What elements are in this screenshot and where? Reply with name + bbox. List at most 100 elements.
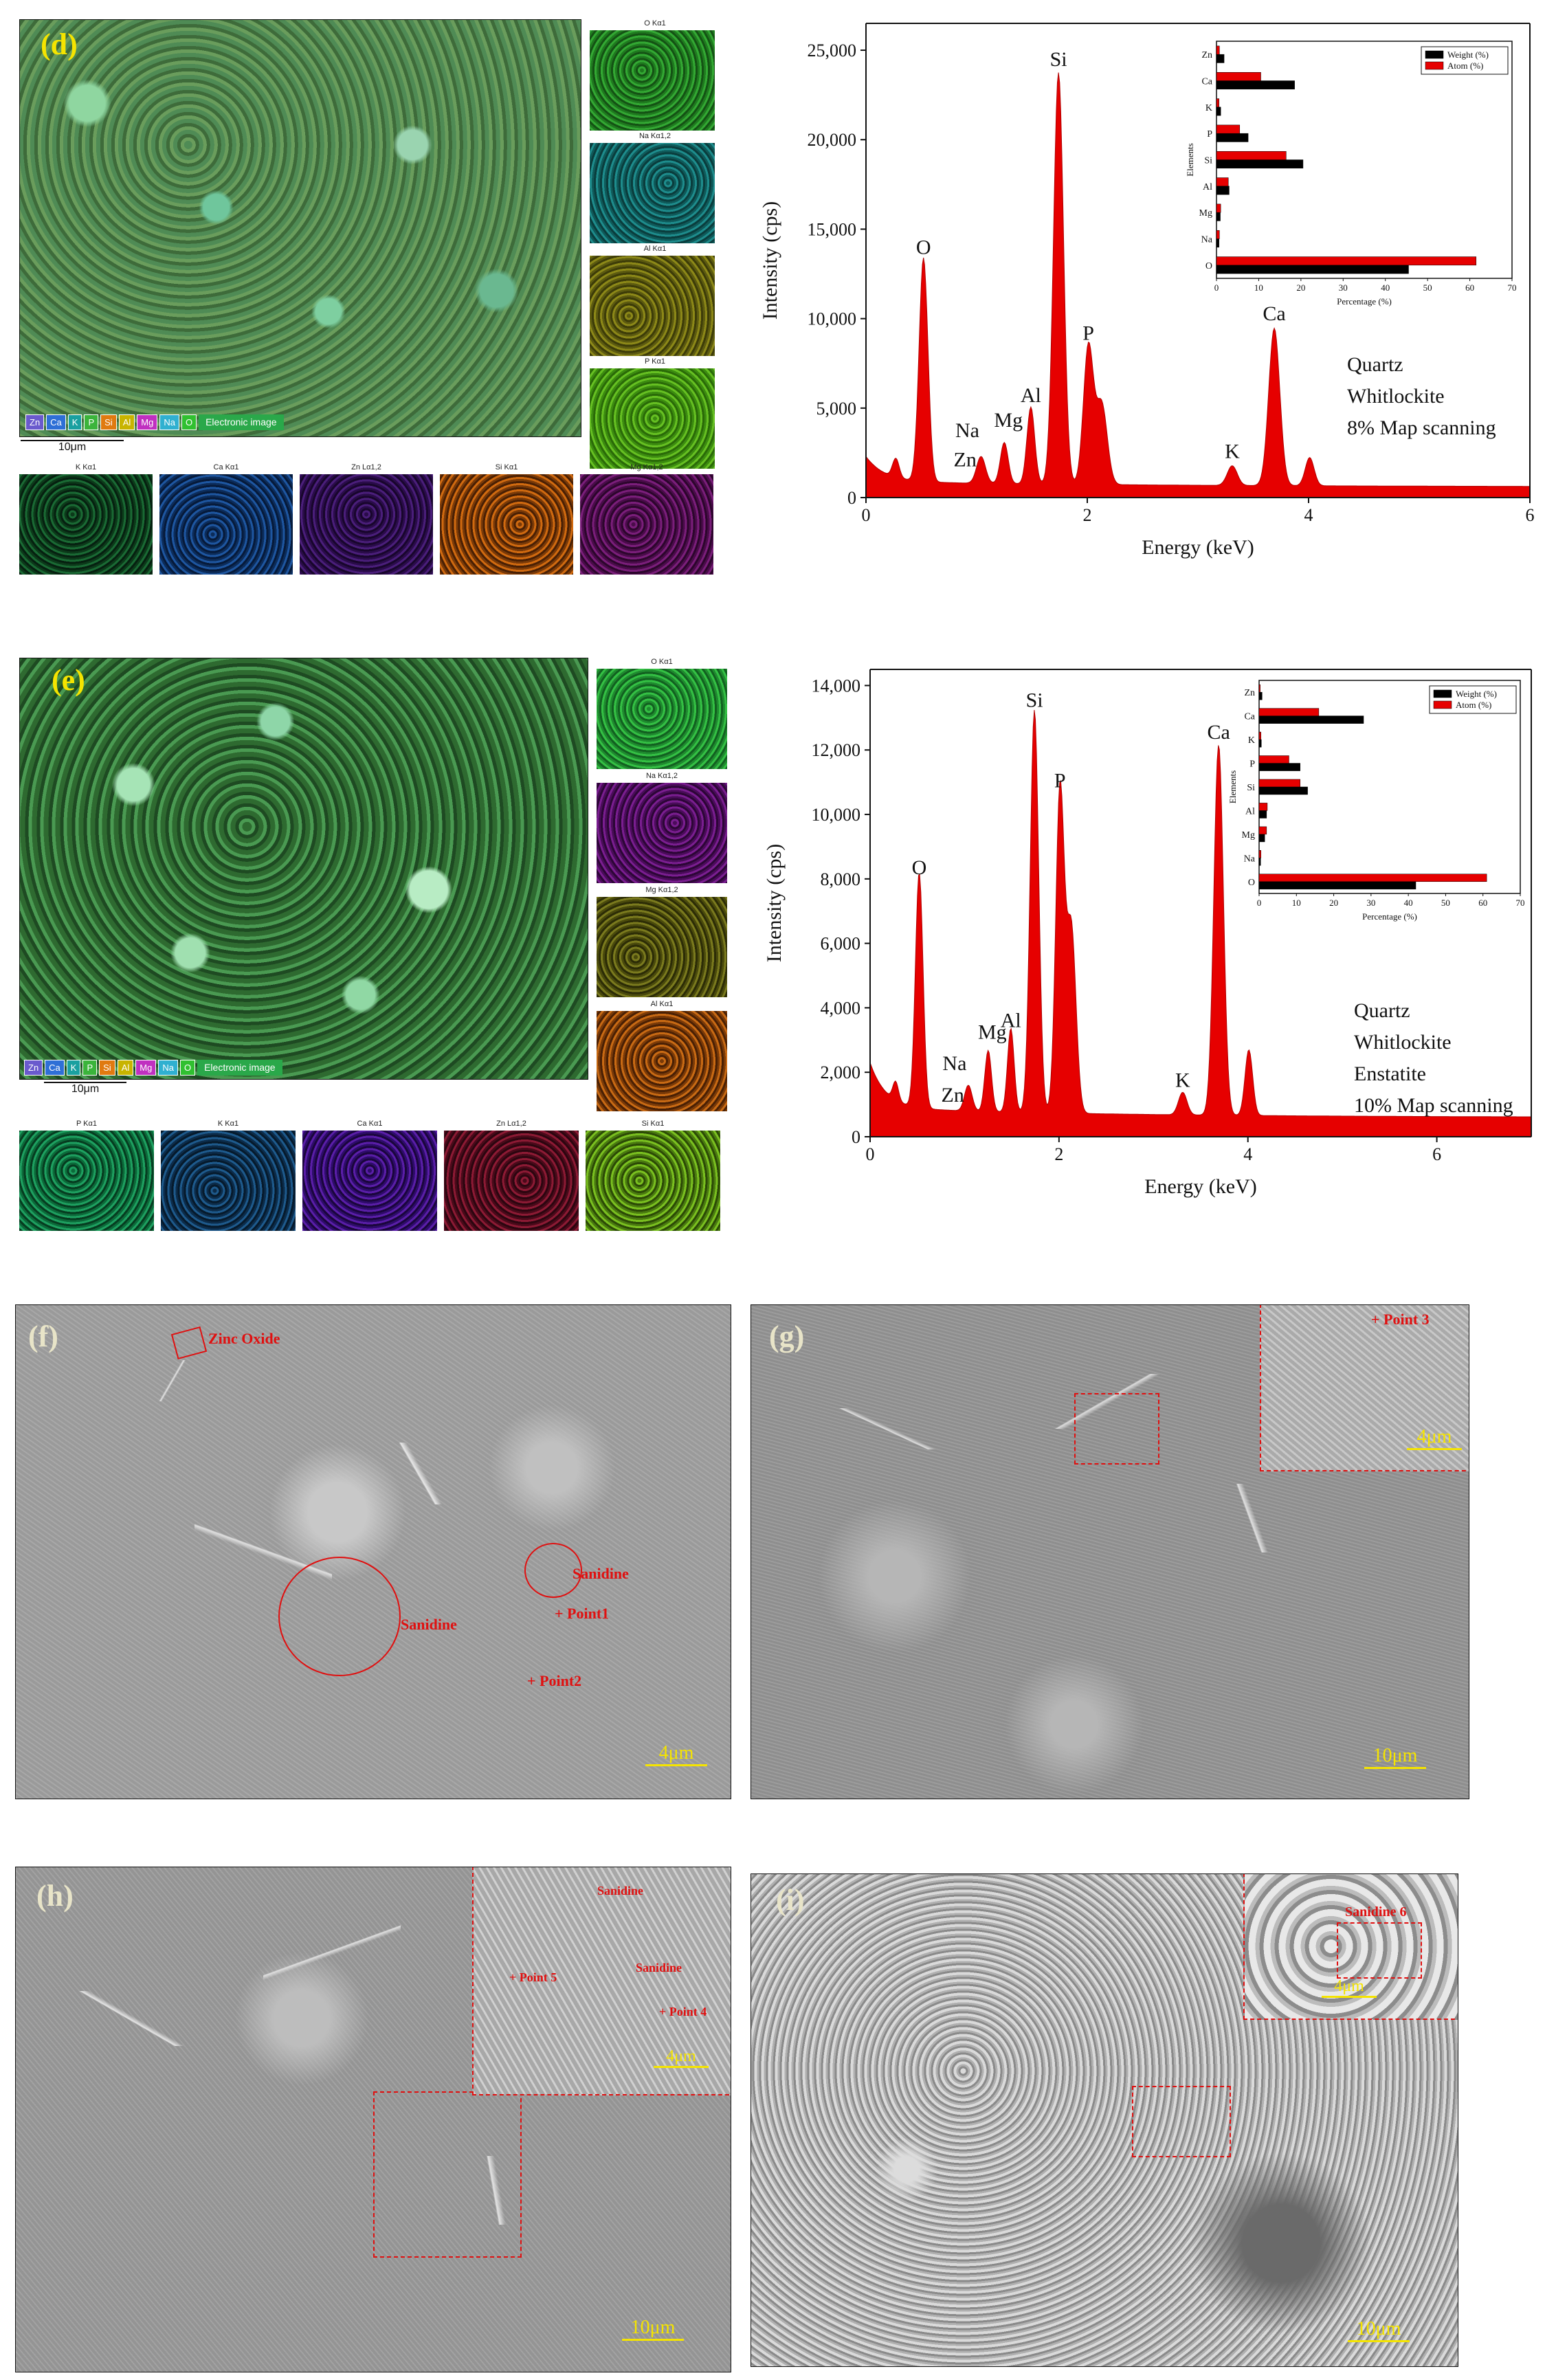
- peak-label-mg: Mg: [978, 1021, 1007, 1043]
- panel-letter-d: (d): [41, 27, 78, 61]
- zinc-oxide-label: Zinc Oxide: [208, 1330, 280, 1347]
- map-title: Mg Kα1,2: [630, 463, 663, 471]
- inset-x-tick-label: 50: [1423, 282, 1432, 293]
- y-tick-label: 4,000: [821, 998, 861, 1018]
- panel-letter-h: (h): [36, 1879, 74, 1913]
- inset-legend-swatch: [1433, 689, 1452, 698]
- scale-bar-label: 10μm: [1356, 2318, 1401, 2339]
- peak-label-k: K: [1225, 440, 1240, 463]
- scale-bar-label: 10μm: [630, 2317, 676, 2338]
- map-title: Si Kα1: [495, 463, 518, 471]
- peak-label-si: Si: [1026, 689, 1043, 711]
- zinc-oxide-marker: [170, 1326, 208, 1360]
- map-title: Si Kα1: [641, 1120, 665, 1128]
- inset-bar: [1216, 186, 1230, 195]
- inset-bar: [1258, 708, 1320, 716]
- point2-label: + Point2: [527, 1672, 582, 1689]
- legend-chip: Si: [99, 1060, 115, 1076]
- inset-bar: [1258, 691, 1263, 700]
- legend-chip: Zn: [25, 414, 45, 430]
- y-tick-label: 20,000: [808, 130, 857, 150]
- y-tick-label: 25,000: [808, 41, 857, 60]
- map-title: Al Kα1: [643, 245, 667, 253]
- sem-image-h: (h) Sanidine Sanidine + Point 5 + Point …: [15, 1867, 731, 2372]
- legend-chip: Na: [158, 1060, 178, 1076]
- scale-bar-e: 10μm: [44, 1082, 126, 1096]
- panel-e: (e) Zn Ca K P Si Al Mg Na O Electronic i…: [14, 656, 729, 1234]
- inset-x-label: Percentage (%): [1362, 911, 1417, 922]
- inset-x-tick-label: 60: [1478, 898, 1487, 908]
- inset-category-label: Zn: [1201, 50, 1212, 60]
- elemental-map-p-d: P Kα1: [590, 357, 715, 469]
- scale-bar-d: 10μm: [21, 440, 124, 454]
- sanidine6-label: Sanidine 6: [1345, 1904, 1407, 1920]
- map-title: Ca Kα1: [357, 1120, 383, 1128]
- sanidine-circle-1: [278, 1557, 401, 1676]
- panel-letter-e: (e): [52, 663, 85, 697]
- inset-x-tick-label: 10: [1292, 898, 1301, 908]
- map-title: O Kα1: [651, 658, 673, 666]
- spectrum-annotation: 10% Map scanning: [1354, 1094, 1513, 1117]
- inset-bar: [1258, 874, 1487, 882]
- inset-bar: [1258, 786, 1308, 795]
- scale-bar-h: 10μm: [622, 2317, 684, 2341]
- inset-bar: [1216, 159, 1304, 169]
- inset-bar: [1258, 850, 1261, 858]
- scale-bar-g: 10μm: [1364, 1745, 1426, 1769]
- peak-label-zn: Zn: [942, 1084, 964, 1106]
- element-legend-d: Zn Ca K P Si Al Mg Na O Electronic image: [25, 414, 284, 430]
- inset-x-label: Percentage (%): [1337, 296, 1392, 307]
- sem-image-i: (i) Sanidine 6 4μm 10μm: [751, 1873, 1458, 2367]
- scale-bar-i: 10μm: [1348, 2318, 1410, 2342]
- zoom-region-i: [1132, 2086, 1231, 2157]
- elemental-map-al-d: Al Kα1: [590, 245, 715, 356]
- x-tick-label: 2: [1083, 505, 1092, 525]
- elemental-map-al-e: Al Kα1: [597, 1000, 727, 1111]
- legend-chip: K: [67, 414, 82, 430]
- inset-scale-bar-g: 4μm: [1407, 1426, 1462, 1450]
- inset-category-label: O: [1248, 878, 1255, 888]
- point5-label: + Point 5: [509, 1970, 557, 1984]
- inset-bar: [1216, 256, 1477, 266]
- legend-chip: O: [179, 1060, 196, 1076]
- inset-category-label: Al: [1203, 182, 1212, 192]
- inset-x-tick-label: 20: [1329, 898, 1338, 908]
- inset-bar: [1216, 54, 1225, 63]
- inset-bar: [1258, 755, 1289, 764]
- peak-label-na: Na: [955, 419, 979, 442]
- elemental-map-k-d: K Kα1: [19, 463, 153, 575]
- panel-letter-g: (g): [769, 1320, 805, 1353]
- map-title: Na Kα1,2: [638, 132, 671, 140]
- y-tick-label: 10,000: [812, 805, 861, 825]
- spectrum-area: [869, 709, 1532, 1137]
- inset-bar: [1216, 230, 1220, 239]
- legend-chip: O: [181, 414, 197, 430]
- peak-label-o: O: [912, 856, 927, 879]
- legend-chip: Al: [117, 1060, 134, 1076]
- electronic-image-tag: Electronic image: [199, 414, 284, 430]
- inset-bar: [1216, 212, 1221, 221]
- spectrum-annotation: Quartz: [1347, 353, 1403, 376]
- inset-category-label: O: [1205, 261, 1212, 271]
- x-tick-label: 0: [866, 1144, 875, 1164]
- elemental-map-si-d: Si Kα1: [440, 463, 573, 575]
- inset-bar: [1216, 133, 1249, 142]
- peak-label-al: Al: [1001, 1010, 1021, 1032]
- inset-bar: [1216, 265, 1409, 274]
- inset-scale-bar-i: 4μm: [1322, 1977, 1377, 1998]
- sanidine-label-2: Sanidine: [573, 1565, 629, 1582]
- inset-x-tick-label: 20: [1296, 282, 1305, 293]
- inset-y-label: Elements: [1227, 770, 1238, 803]
- inset-x-tick-label: 70: [1508, 282, 1517, 293]
- inset-bar: [1258, 763, 1300, 771]
- elemental-map-ca-d: Ca Kα1: [159, 463, 293, 575]
- spectrum-annotation: Whitlockite: [1347, 385, 1445, 408]
- peak-label-p: P: [1082, 322, 1094, 344]
- sem-image-f: (f) Zinc Oxide Sanidine Sanidine + Point…: [15, 1304, 731, 1799]
- x-tick-label: 2: [1054, 1144, 1063, 1164]
- elemental-map-zn-d: Zn Lα1,2: [300, 463, 433, 575]
- legend-chip: Mg: [135, 1060, 157, 1076]
- scale-bar-label: 4μm: [666, 2047, 696, 2065]
- elemental-map-na-e: Na Kα1,2: [597, 772, 727, 883]
- sanidine6-box: [1337, 1922, 1422, 1979]
